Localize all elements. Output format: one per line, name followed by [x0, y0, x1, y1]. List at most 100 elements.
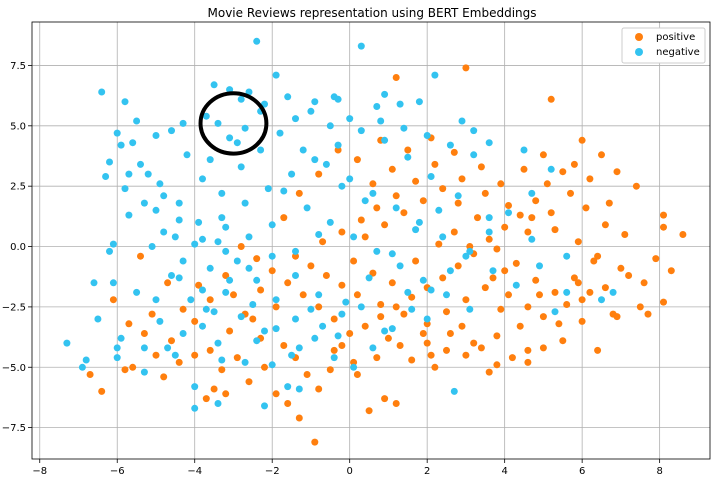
annotation-ellipse	[198, 91, 269, 156]
data-point-negative	[381, 90, 389, 98]
data-point-positive	[481, 189, 489, 197]
data-point-negative	[388, 325, 396, 333]
data-point-positive	[481, 284, 489, 292]
data-point-negative	[152, 296, 160, 304]
data-point-positive	[164, 279, 172, 287]
data-point-positive	[458, 175, 466, 183]
data-point-negative	[295, 385, 303, 393]
data-point-negative	[520, 146, 528, 154]
data-point-negative	[125, 170, 133, 178]
data-point-positive	[520, 165, 528, 173]
data-point-positive	[408, 293, 416, 301]
data-point-positive	[477, 344, 485, 352]
data-point-negative	[175, 199, 183, 207]
data-point-negative	[369, 344, 377, 352]
data-point-positive	[582, 204, 590, 212]
data-point-negative	[326, 218, 334, 226]
data-point-positive	[574, 279, 582, 287]
data-point-negative	[392, 204, 400, 212]
y-tick-label: 2.5	[10, 182, 26, 193]
data-point-positive	[559, 337, 567, 345]
data-point-positive	[361, 322, 369, 330]
data-point-positive	[315, 385, 323, 393]
legend-label-negative: negative	[656, 47, 700, 58]
data-point-negative	[191, 383, 199, 391]
data-point-positive	[381, 395, 389, 403]
data-point-positive	[284, 400, 292, 407]
x-tick-label: 4	[501, 466, 507, 477]
data-point-positive	[322, 272, 330, 279]
data-point-negative	[210, 81, 218, 89]
data-point-positive	[357, 216, 365, 224]
data-point-positive	[474, 214, 481, 222]
data-point-negative	[152, 132, 160, 139]
data-point-positive	[210, 385, 218, 393]
data-point-positive	[388, 279, 396, 287]
data-point-positive	[334, 146, 342, 154]
data-point-negative	[427, 286, 435, 294]
data-point-negative	[253, 276, 261, 284]
data-point-negative	[315, 291, 323, 299]
data-point-negative	[206, 156, 214, 164]
data-point-negative	[168, 272, 175, 279]
data-point-negative	[94, 315, 102, 323]
data-point-positive	[644, 310, 652, 318]
data-point-negative	[199, 286, 206, 294]
data-point-positive	[423, 320, 431, 328]
data-point-positive	[175, 358, 183, 366]
y-tick-label: 5.0	[10, 121, 26, 132]
data-point-negative	[598, 296, 605, 304]
data-point-negative	[268, 252, 276, 260]
data-point-negative	[245, 233, 253, 241]
data-point-positive	[152, 351, 160, 359]
data-point-positive	[493, 361, 501, 369]
data-point-positive	[353, 156, 361, 164]
data-point-negative	[210, 308, 218, 316]
data-point-negative	[307, 107, 315, 115]
data-point-negative	[257, 146, 265, 154]
data-point-positive	[338, 228, 346, 236]
data-point-negative	[415, 218, 423, 226]
x-tick-label: −4	[187, 466, 202, 477]
data-point-negative	[563, 252, 571, 260]
data-point-positive	[570, 274, 578, 282]
data-point-negative	[288, 351, 296, 359]
data-point-negative	[241, 199, 249, 207]
data-point-negative	[404, 153, 412, 161]
data-point-negative	[485, 139, 493, 147]
data-point-negative	[365, 274, 373, 282]
data-point-positive	[563, 301, 571, 308]
data-point-positive	[570, 160, 578, 168]
data-point-negative	[322, 160, 330, 168]
legend: positive negative	[621, 27, 706, 64]
series-negative	[63, 37, 617, 412]
data-point-negative	[253, 37, 261, 45]
data-point-negative	[152, 206, 160, 214]
data-point-positive	[330, 315, 338, 323]
data-point-positive	[222, 272, 230, 279]
data-point-negative	[113, 344, 121, 352]
data-point-negative	[113, 129, 121, 137]
data-point-negative	[214, 400, 222, 407]
data-point-negative	[202, 305, 210, 313]
data-point-negative	[164, 344, 172, 352]
data-point-negative	[179, 330, 187, 337]
data-point-positive	[191, 351, 199, 359]
data-point-negative	[381, 136, 389, 144]
data-point-positive	[539, 151, 547, 159]
data-point-negative	[214, 119, 222, 127]
data-point-negative	[334, 141, 342, 149]
data-point-negative	[90, 279, 98, 287]
data-point-negative	[295, 344, 303, 352]
data-point-positive	[586, 175, 594, 183]
data-point-positive	[222, 390, 230, 398]
data-point-positive	[555, 320, 563, 328]
data-point-negative	[315, 231, 323, 238]
data-point-positive	[392, 74, 400, 81]
data-point-negative	[346, 175, 354, 183]
data-point-positive	[419, 330, 427, 337]
data-point-negative	[117, 334, 125, 342]
data-point-negative	[179, 257, 187, 265]
data-point-positive	[590, 257, 598, 265]
data-point-positive	[404, 146, 412, 154]
